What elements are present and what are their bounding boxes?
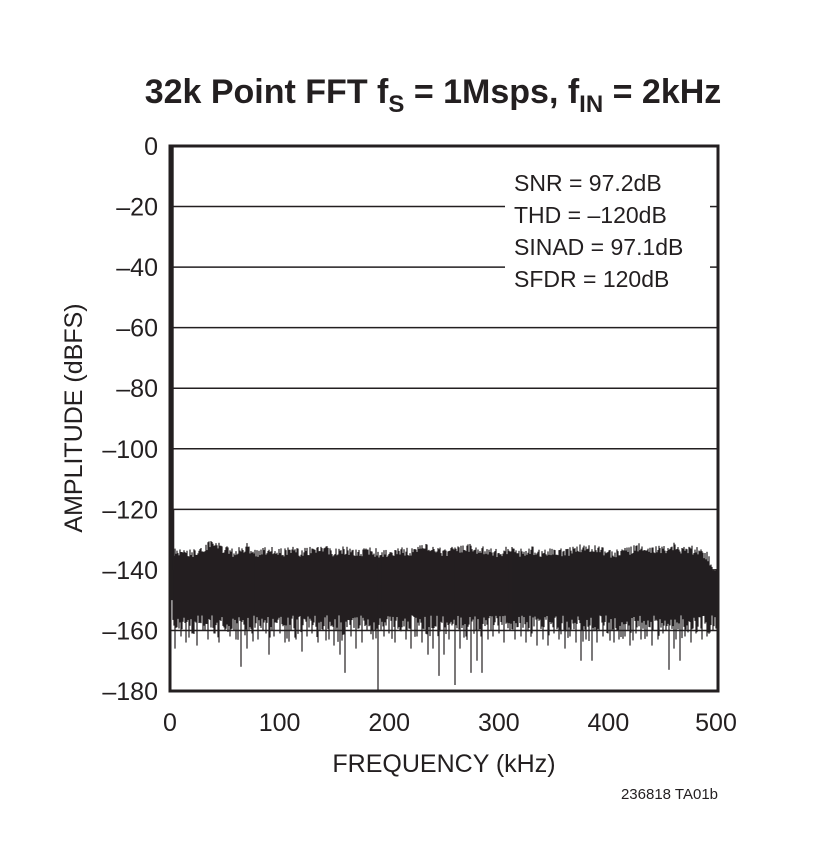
chart-title: 32k Point FFT fS = 1Msps, fIN = 2kHz [145, 73, 722, 118]
y-tick-label: –80 [116, 375, 158, 403]
y-tick-label: –160 [102, 617, 158, 645]
annotation-line: THD = –120dB [514, 202, 667, 228]
spectrum [170, 146, 718, 691]
y-tick-label: –20 [116, 194, 158, 222]
y-tick-labels: 0 –20 –40 –60 –80 –100 –120 –140 –160 –180 [102, 133, 158, 706]
plot-frame [168, 144, 720, 693]
y-tick-label: –120 [102, 496, 158, 524]
y-axis-label: AMPLITUDE (dBFS) [60, 303, 88, 532]
annotation-line: SINAD = 97.1dB [514, 234, 683, 260]
annotation-line: SNR = 97.2dB [514, 170, 662, 196]
x-tick-label: 500 [695, 709, 737, 737]
footnote: 236818 TA01b [621, 786, 718, 803]
x-axis-label: FREQUENCY (kHz) [332, 750, 555, 778]
x-tick-label: 100 [259, 709, 301, 737]
y-tick-label: –60 [116, 315, 158, 343]
y-tick-label: 0 [144, 133, 158, 161]
x-tick-labels: 0 100 200 300 400 500 [163, 709, 737, 737]
x-tick-label: 400 [588, 709, 630, 737]
y-tick-label: –40 [116, 254, 158, 282]
y-tick-label: –180 [102, 678, 158, 706]
annotation-line: SFDR = 120dB [514, 266, 669, 292]
y-tick-label: –140 [102, 557, 158, 585]
x-tick-label: 200 [368, 709, 410, 737]
x-tick-label: 0 [163, 709, 177, 737]
y-tick-label: –100 [102, 436, 158, 464]
x-tick-label: 300 [478, 709, 520, 737]
annotation-box: SNR = 97.2dB THD = –120dB SINAD = 97.1dB SF… [514, 170, 683, 292]
